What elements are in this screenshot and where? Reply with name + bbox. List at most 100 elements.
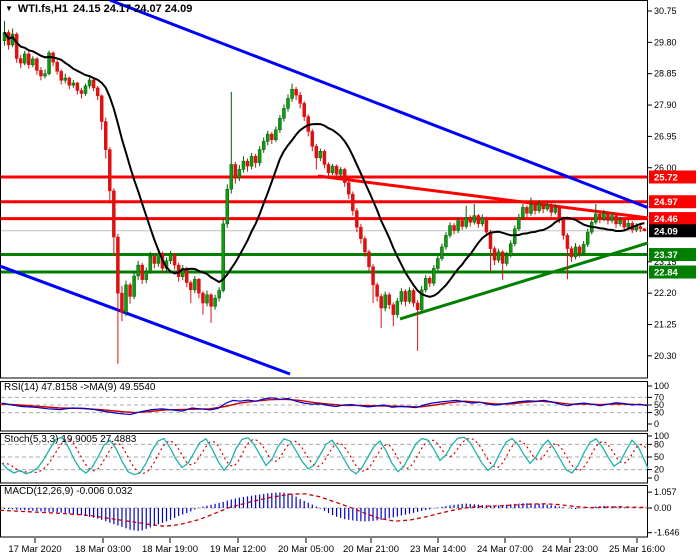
candle-body [35, 58, 39, 71]
candle-body [326, 164, 331, 173]
candle-body [363, 238, 367, 253]
price-badge-25.72 [649, 170, 696, 184]
candle-body [237, 169, 242, 178]
candle-body [541, 203, 545, 210]
candle-body [108, 149, 112, 192]
candle-body [452, 225, 456, 231]
candle-body [585, 231, 590, 245]
candle-body [286, 98, 290, 109]
descending-channel-upper[interactable] [109, 0, 649, 210]
macd-indicator-label: MACD(12,26,9) -0.006 0.032 [4, 486, 133, 497]
svg-text:0: 0 [654, 419, 659, 429]
candle-body [375, 284, 379, 297]
svg-text:26.95: 26.95 [654, 131, 677, 141]
candle-body [116, 236, 120, 294]
candle-body [594, 213, 598, 223]
svg-text:100: 100 [654, 431, 669, 441]
candle-body [614, 215, 618, 225]
candle-body [43, 73, 47, 77]
candle-body [500, 251, 505, 264]
candle-body [569, 248, 574, 258]
candle-body [14, 33, 19, 59]
candle-body [209, 294, 213, 307]
price-axis[interactable]: 30.75 29.80 28.85 27.90 26.95 26.00 23.15 22.20… [648, 6, 677, 361]
candle-body [440, 246, 444, 259]
candle-body [638, 226, 643, 230]
candle-body [618, 219, 622, 225]
candle-body [31, 58, 35, 66]
candle-body [456, 220, 460, 231]
candle-body [407, 290, 412, 302]
candle-body [602, 213, 606, 220]
ohlc-values: 24.15 24.17 24.07 24.09 [73, 3, 193, 15]
candle-body [448, 225, 452, 236]
candle-body [529, 204, 533, 214]
support-trendline[interactable] [399, 241, 649, 321]
descending-channel-lower[interactable] [0, 264, 291, 376]
candle-body [67, 77, 72, 86]
svg-text:21.25: 21.25 [654, 320, 677, 330]
candle-body [221, 223, 225, 291]
svg-text:30: 30 [654, 408, 664, 418]
candle-body [294, 88, 298, 96]
candle-body [537, 203, 541, 211]
candle-body [391, 304, 396, 315]
candle-body [460, 220, 464, 227]
candle-body [436, 258, 440, 269]
svg-text:22.20: 22.20 [654, 288, 677, 298]
candle-body [95, 87, 100, 97]
svg-text:28.85: 28.85 [654, 69, 677, 79]
candle-body [257, 149, 262, 164]
chevron-down-icon[interactable]: ▼ [5, 4, 13, 13]
candle-body [245, 160, 250, 167]
candle-body [432, 268, 436, 284]
stoch-indicator-label: Stoch(5,3,3) 19.9005 27.4883 [4, 434, 137, 445]
rsi-line [1, 397, 649, 416]
candle-body [355, 210, 359, 228]
svg-text:80: 80 [654, 439, 664, 449]
candle-body [480, 217, 485, 225]
svg-text:24 Mar 07:00: 24 Mar 07:00 [477, 544, 533, 555]
macd-pane[interactable]: 1.057 0.00 -1.646 [0, 487, 680, 538]
candle-body [144, 271, 148, 280]
candle-body [298, 94, 302, 104]
candle-body [399, 291, 404, 302]
symbol-label: WTI.fs,H1 [17, 3, 69, 15]
candle-body [387, 294, 391, 305]
candle-body [79, 90, 84, 94]
candle-body [403, 291, 408, 302]
price-badge-24.46 [649, 212, 696, 226]
candle-body [545, 204, 549, 210]
candle-body [55, 61, 59, 72]
candle-body [464, 217, 468, 227]
resistance-trendline[interactable] [317, 174, 649, 220]
svg-text:25.72: 25.72 [654, 172, 678, 183]
svg-text:24 Mar 23:00: 24 Mar 23:00 [542, 544, 598, 555]
candle-body [71, 82, 76, 86]
candle-body [120, 292, 124, 313]
candle-body [201, 292, 205, 304]
candle-body [290, 88, 294, 99]
svg-text:19 Mar 12:00: 19 Mar 12:00 [210, 544, 266, 555]
candle-body [47, 52, 51, 74]
trendlines [0, 0, 649, 376]
symbol-title-bar[interactable]: ▼ WTI.fs,H1 24.15 24.17 24.07 24.09 [5, 3, 192, 15]
svg-text:20 Mar 21:00: 20 Mar 21:00 [343, 544, 399, 555]
candle-body [197, 279, 201, 294]
candle-body [185, 268, 189, 283]
candle-body [270, 133, 274, 140]
candle-body [282, 108, 286, 119]
candle-body [87, 79, 92, 87]
candle-body [338, 169, 343, 175]
time-axis[interactable]: 17 Mar 2020 18 Mar 03:00 18 Mar 19:00 19 Ma… [8, 538, 665, 555]
candle-body [302, 103, 306, 117]
candle-body [419, 289, 424, 310]
svg-text:26.00: 26.00 [654, 163, 677, 173]
candlestick-series [2, 20, 647, 364]
candle-body [423, 278, 428, 291]
